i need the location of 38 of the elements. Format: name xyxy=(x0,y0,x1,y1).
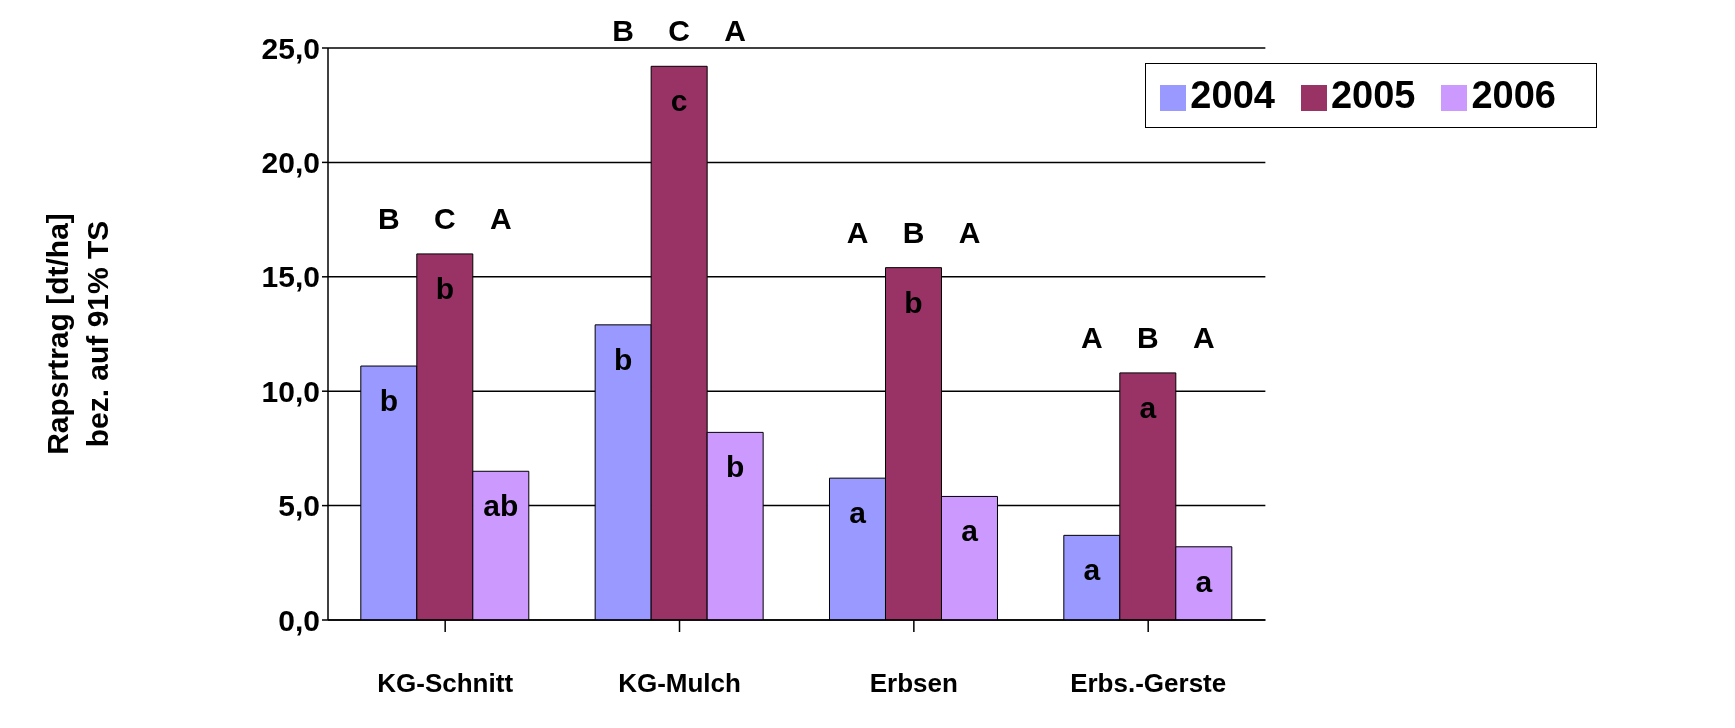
annotation: A xyxy=(1080,320,1103,354)
data-label: a xyxy=(849,496,867,530)
x-tick-label: KG-Mulch xyxy=(618,668,741,699)
annotation: B xyxy=(902,215,925,249)
y-tick-label: 5,0 xyxy=(278,489,320,523)
y-tick-label: 15,0 xyxy=(261,260,320,294)
y-axis-title: Rapsrtrag [dt/ha] bez. auf 91% TS xyxy=(41,213,114,455)
data-label: a xyxy=(1083,553,1101,587)
annotation: A xyxy=(958,215,981,249)
y-tick-label: 25,0 xyxy=(261,31,320,65)
data-label: b xyxy=(725,450,745,484)
legend-label: 2006 xyxy=(1471,74,1556,116)
data-label: a xyxy=(1139,390,1157,424)
annotation: B xyxy=(1136,320,1159,354)
x-tick-label: KG-Schnitt xyxy=(377,668,514,699)
data-label: b xyxy=(435,271,454,305)
annotation: A xyxy=(489,201,512,235)
data-label: a xyxy=(1195,564,1213,598)
data-label: a xyxy=(961,514,979,548)
y-tick-label: 20,0 xyxy=(261,146,320,180)
x-tick-label: Erbsen xyxy=(869,668,958,699)
text: B xyxy=(612,14,634,48)
legend-label: 2004 xyxy=(1190,74,1275,116)
annotation: A xyxy=(1192,320,1215,354)
y-tick-label: 10,0 xyxy=(261,374,320,408)
annotation: C xyxy=(433,201,456,235)
annotation: A xyxy=(846,215,869,249)
data-label: b xyxy=(613,342,633,376)
data-label: c xyxy=(670,84,688,118)
text: A xyxy=(724,14,746,48)
data-label: b xyxy=(379,384,398,418)
text: C xyxy=(668,14,690,48)
annotation: B xyxy=(377,201,400,235)
x-tick-label: Erbs.-Gerste xyxy=(1070,668,1227,699)
data-label: ab xyxy=(483,489,519,523)
legend-label: 2005 xyxy=(1330,74,1416,116)
data-label: b xyxy=(904,285,923,319)
y-tick-label: 0,0 xyxy=(278,603,320,637)
